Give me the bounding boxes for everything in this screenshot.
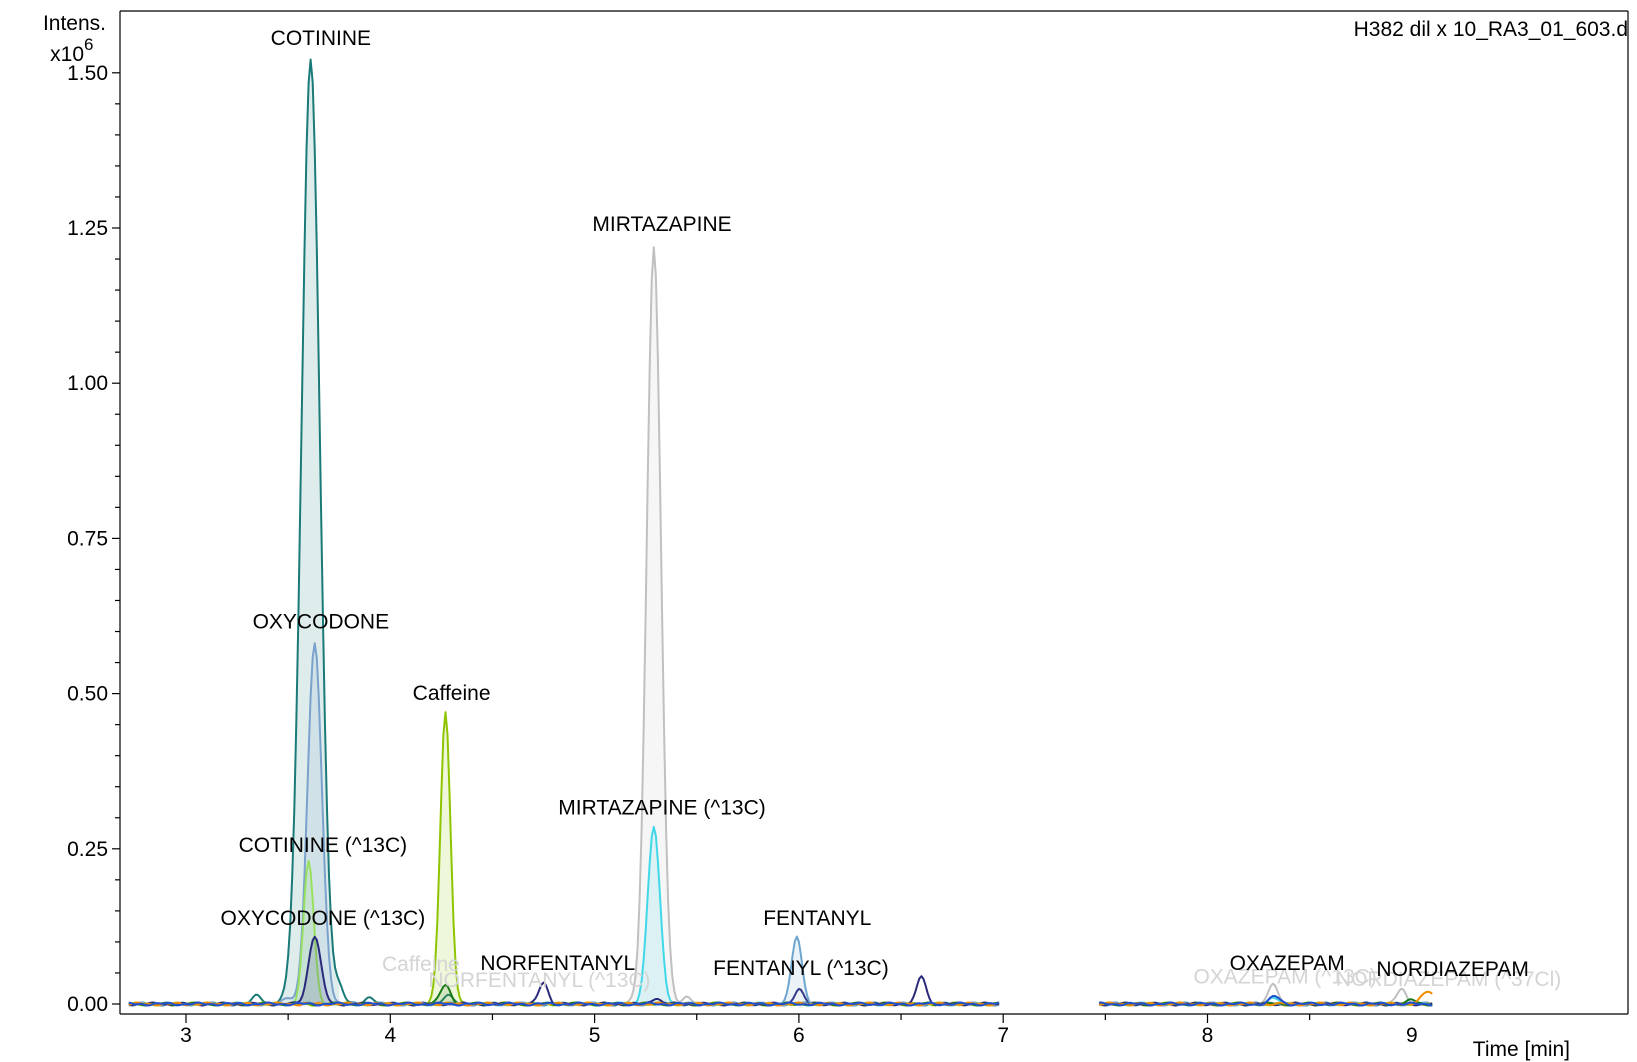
x-tick-label: 5 (589, 1024, 601, 1047)
peak-label: NORDIAZEPAM (^37Cl) (1336, 968, 1561, 991)
peak-label: NORFENTANYL (^13C) (428, 969, 650, 992)
peak-area (635, 826, 673, 1004)
x-tick-label: 6 (793, 1024, 805, 1047)
annotation-layer: COTININE OXYCODONE Caffeine MIRTAZAPINE MIRT… (221, 27, 1562, 992)
y-tick-label: 1.50 (67, 62, 108, 85)
file-name-label: H382 dil x 10_RA3_01_603.d (1354, 18, 1628, 41)
peak-label: NORDIAZEPAM (1376, 958, 1528, 981)
axes-layer: 0.00 0.25 0.50 0.75 1.00 1.25 1.50 3 4 5 6 7 8 9 (67, 10, 1629, 1047)
x-tick-label: 4 (384, 1024, 396, 1047)
series-oxazepam (128, 995, 1433, 1007)
y-tick-label: 1.00 (67, 372, 108, 395)
x-tick-label: 3 (180, 1024, 192, 1047)
x-tick-label: 9 (1406, 1024, 1418, 1047)
peak-label: MIRTAZAPINE (592, 213, 731, 236)
y-tick-label: 0.75 (67, 527, 108, 550)
peak-label: OXYCODONE (^13C) (221, 907, 426, 930)
peak-label: FENTANYL (^13C) (713, 957, 889, 980)
trace-line (128, 58, 1000, 1007)
y-axis-title: Intens. (43, 12, 106, 35)
tick-marks: 0.00 0.25 0.50 0.75 1.00 1.25 1.50 3 4 5 6 7 8 9 (67, 62, 1418, 1047)
trace-line (128, 1001, 1000, 1007)
peak-area (431, 712, 462, 1004)
peak-label: MIRTAZAPINE (^13C) (558, 797, 765, 820)
x-tick-label: 8 (1202, 1024, 1214, 1047)
y-axis-multiplier: x10 (50, 43, 84, 66)
peak-label: OXYCODONE (253, 610, 390, 633)
peak-label: COTININE (271, 27, 371, 50)
peak-label: Caffeine (413, 682, 491, 705)
y-tick-label: 1.25 (67, 217, 108, 240)
peak-label: COTININE (^13C) (239, 834, 408, 857)
y-tick-label: 0.00 (67, 993, 108, 1016)
x-tick-label: 7 (997, 1024, 1009, 1047)
x-axis-title: Time [min] (1473, 1038, 1570, 1061)
peak-label: OXAZEPAM (1230, 952, 1345, 975)
peak-area (431, 984, 462, 1005)
peak-label: Caffeine (382, 953, 460, 976)
peak-label: OXAZEPAM (^13C) (1193, 966, 1376, 989)
y-tick-label: 0.25 (67, 838, 108, 861)
series-layer (128, 58, 1433, 1007)
trace-line (1099, 995, 1433, 1007)
peak-label: NORFENTANYL (480, 952, 635, 975)
peak-label: FENTANYL (763, 907, 871, 930)
peak-area (282, 59, 340, 1004)
y-axis-multiplier-exponent: 6 (84, 35, 93, 54)
peak-area (782, 936, 814, 1004)
y-tick-label: 0.50 (67, 683, 108, 706)
